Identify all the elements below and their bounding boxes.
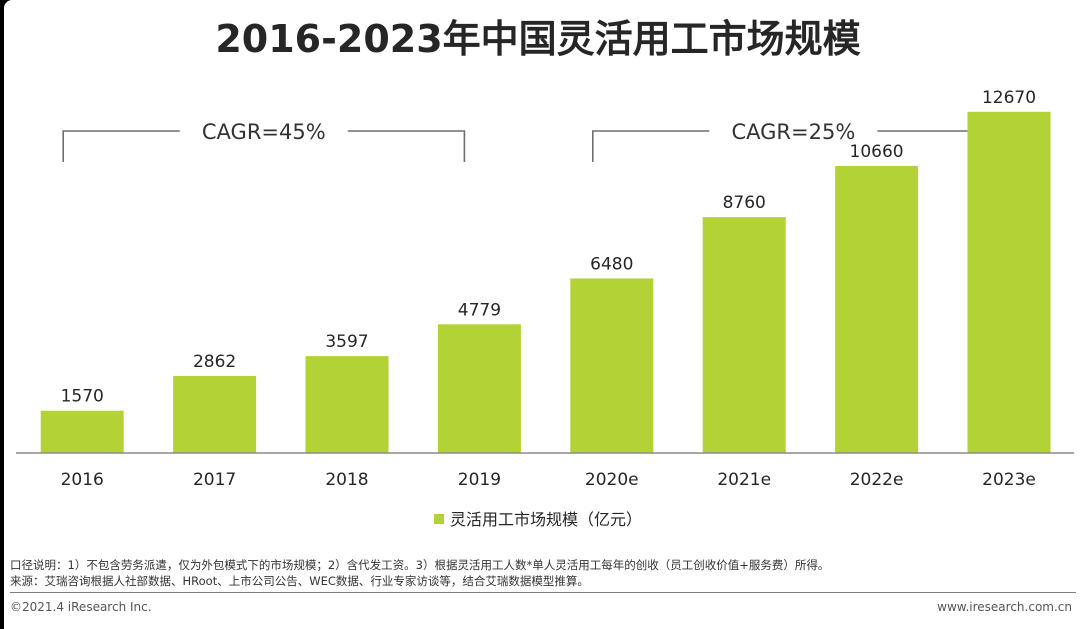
footer-divider <box>10 592 1076 593</box>
data-label-2016: 1570 <box>61 387 104 407</box>
data-label-2023e: 12670 <box>982 88 1036 108</box>
bracket-left-arm <box>592 130 710 162</box>
legend-label: 灵活用工市场规模（亿元） <box>450 510 642 529</box>
cagr-bracket-1: CAGR=45% <box>62 120 466 162</box>
tick-label-2017: 2017 <box>193 470 236 490</box>
bar-2020e <box>570 278 654 453</box>
tick-label-2022e: 2022e <box>850 470 904 490</box>
data-label-2020e: 6480 <box>590 255 633 275</box>
slide-panel: 2016-2023年中国灵活用工市场规模 CAGR=45% CAGR=25% 15… <box>4 0 1080 629</box>
footnote-definition: 口径说明：1）不包含劳务派遣，仅为外包模式下的市场规模；2）含代发工资。3）根据… <box>10 558 830 572</box>
tick-label-2020e: 2020e <box>585 470 639 490</box>
footnote-source: 来源：艾瑞咨询根据人社部数据、HRoot、上市公司公告、WEC数据、行业专家访谈… <box>10 574 589 588</box>
bracket-left-arm <box>62 130 180 162</box>
bar-2016 <box>40 410 124 453</box>
cagr-annotations: CAGR=45% CAGR=25% <box>62 120 995 162</box>
tick-label-2023e: 2023e <box>982 470 1036 490</box>
cagr-label: CAGR=25% <box>732 120 856 144</box>
bar-2018 <box>305 356 389 453</box>
data-label-2022e: 10660 <box>850 142 904 162</box>
website-url: www.iresearch.com.cn <box>937 600 1072 614</box>
bar-2021e <box>702 217 786 453</box>
cagr-label: CAGR=45% <box>202 120 326 144</box>
bar-2017 <box>173 375 257 453</box>
tick-label-2021e: 2021e <box>717 470 771 490</box>
x-axis-tick-labels: 2016 2017 2018 2019 2020e 2021e 2022e 2023e <box>61 470 1036 490</box>
chart-legend: 灵活用工市场规模（亿元） <box>434 510 642 529</box>
chart-title: 2016-2023年中国灵活用工市场规模 <box>215 17 860 61</box>
tick-label-2016: 2016 <box>61 470 104 490</box>
bracket-right-arm <box>347 130 466 162</box>
bar-2022e <box>835 165 919 454</box>
data-label-2019: 4779 <box>458 300 501 320</box>
bar-series: 1570 2862 3597 4779 6480 8760 10660 12670 <box>40 88 1051 454</box>
bar-chart: 2016-2023年中国灵活用工市场规模 CAGR=45% CAGR=25% 15… <box>16 17 1074 529</box>
data-label-2018: 3597 <box>325 332 368 352</box>
legend-swatch <box>434 514 444 524</box>
copyright-text: ©2021.4 iResearch Inc. <box>10 600 152 614</box>
tick-label-2018: 2018 <box>325 470 368 490</box>
data-label-2021e: 8760 <box>723 193 766 213</box>
tick-label-2019: 2019 <box>458 470 501 490</box>
data-label-2017: 2862 <box>193 352 236 372</box>
bar-2023e <box>967 111 1051 453</box>
cagr-bracket-2: CAGR=25% <box>592 120 995 162</box>
bar-2019 <box>437 324 521 453</box>
